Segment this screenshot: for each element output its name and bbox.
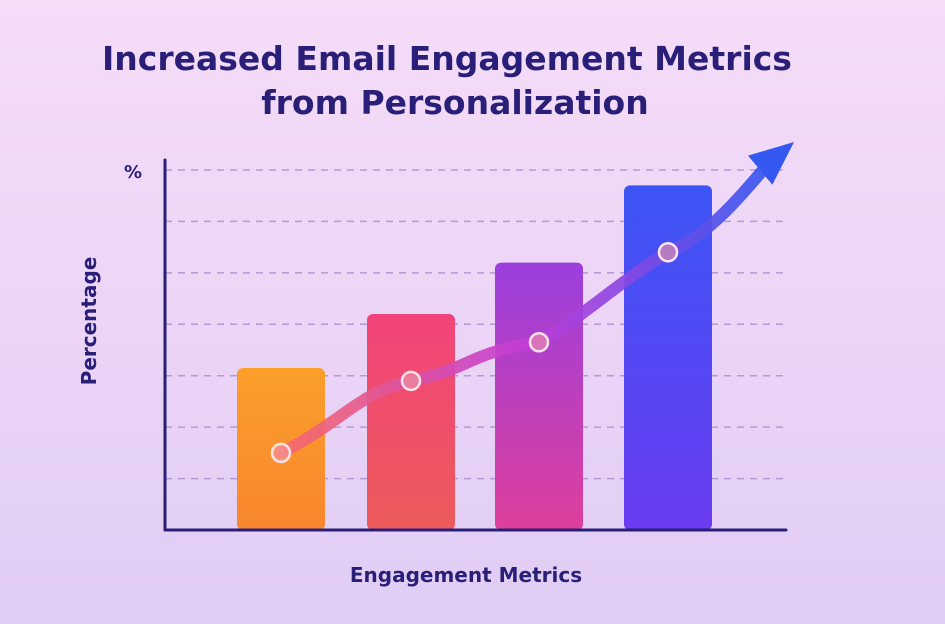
trend-point-2 xyxy=(400,370,422,392)
y-axis-label: Percentage xyxy=(77,257,101,386)
axis-layer xyxy=(163,158,788,532)
trend-point-1 xyxy=(270,442,292,464)
chart-title-line-2: from Personalization xyxy=(261,83,648,122)
trend-layer xyxy=(270,142,794,464)
y-unit-label: % xyxy=(124,162,142,183)
text-layer: Increased Email Engagement Metrics from … xyxy=(77,39,792,587)
chart-title-line-1: Increased Email Engagement Metrics xyxy=(102,39,792,78)
x-axis-label: Engagement Metrics xyxy=(350,563,582,587)
bar-2 xyxy=(367,314,455,530)
trend-point-4 xyxy=(657,242,679,263)
trend-point-3 xyxy=(528,332,550,353)
bar-3 xyxy=(495,262,583,530)
trend-arrowhead xyxy=(748,142,794,185)
